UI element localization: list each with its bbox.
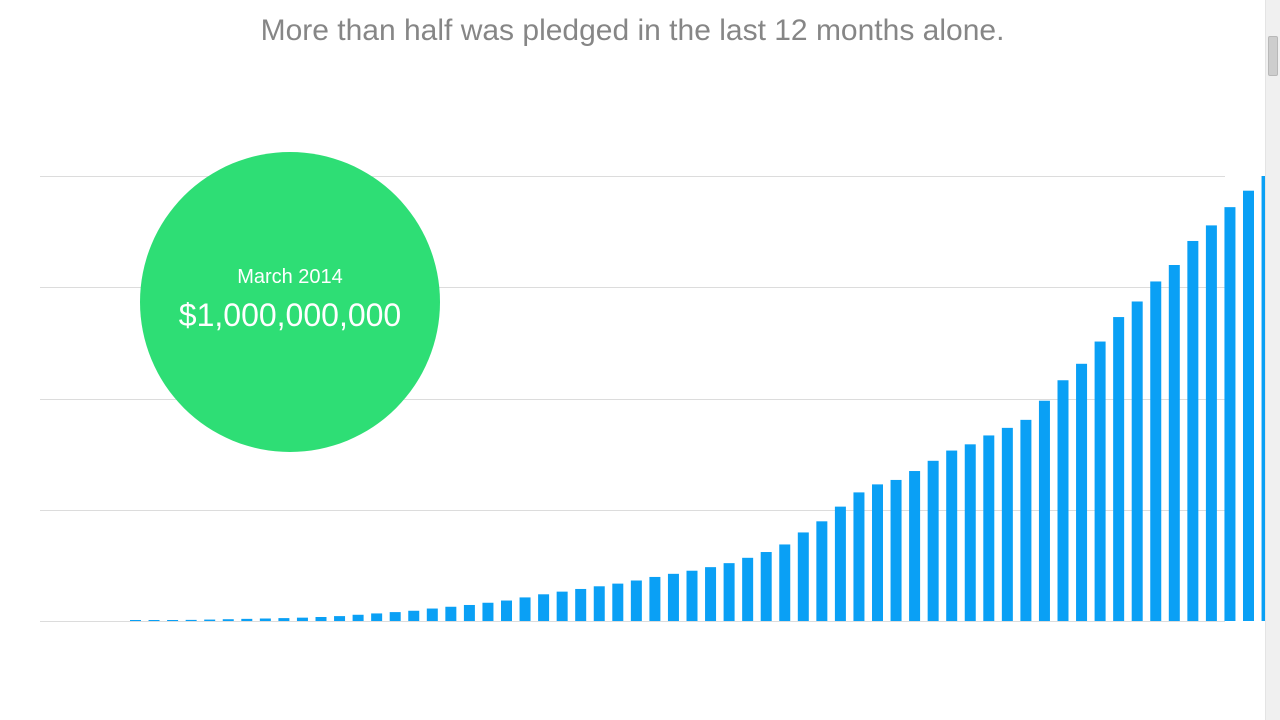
chart-bar bbox=[909, 471, 921, 621]
chart-bar bbox=[760, 552, 772, 621]
chart-bar bbox=[222, 619, 234, 621]
chart-bar bbox=[612, 583, 624, 621]
chart-bar bbox=[371, 613, 383, 621]
chart-bar bbox=[1168, 265, 1180, 621]
chart-bar bbox=[148, 620, 160, 621]
chart-bar bbox=[482, 602, 494, 621]
chart-bar bbox=[463, 604, 475, 621]
chart-bar bbox=[1205, 225, 1217, 621]
chart-bar bbox=[816, 521, 828, 621]
chart-bar bbox=[1020, 419, 1032, 621]
chart-bar bbox=[334, 616, 346, 621]
chart-bar bbox=[872, 484, 883, 621]
chart-bar bbox=[1187, 240, 1199, 621]
chart-bar bbox=[1001, 427, 1013, 621]
chart-bar bbox=[1057, 380, 1069, 621]
chart-bar bbox=[408, 610, 420, 621]
chart-bar bbox=[853, 492, 865, 621]
chart-bar bbox=[834, 506, 846, 621]
chart-bar bbox=[742, 557, 754, 621]
chart-bar bbox=[1243, 190, 1254, 621]
chart-bar bbox=[667, 573, 679, 621]
chart-bar bbox=[946, 450, 958, 621]
vertical-scrollbar[interactable] bbox=[1265, 0, 1280, 720]
chart-bar bbox=[426, 608, 438, 621]
chart-bar bbox=[1038, 400, 1050, 621]
chart-bar bbox=[352, 614, 364, 621]
chart-bar bbox=[445, 606, 457, 621]
chart-bar bbox=[1224, 207, 1236, 621]
chart-bar bbox=[705, 567, 717, 621]
chart-bar bbox=[185, 619, 197, 621]
milestone-bubble: March 2014 $1,000,000,000 bbox=[140, 152, 440, 452]
chart-bar bbox=[501, 600, 512, 621]
chart-bar bbox=[983, 435, 995, 621]
scrollbar-thumb[interactable] bbox=[1268, 36, 1278, 76]
chart-bar bbox=[1261, 176, 1265, 621]
chart-bar bbox=[241, 618, 253, 621]
chart-bar bbox=[927, 460, 939, 621]
chart-bar bbox=[130, 620, 141, 621]
chart-bar bbox=[278, 618, 290, 621]
milestone-amount: $1,000,000,000 bbox=[178, 297, 402, 333]
chart-bar bbox=[630, 580, 642, 621]
chart-bar bbox=[649, 576, 661, 621]
chart-bar bbox=[1076, 363, 1088, 621]
chart-bar bbox=[204, 619, 216, 621]
chart-bar bbox=[686, 570, 698, 621]
chart-bar bbox=[167, 620, 179, 621]
chart-bar bbox=[593, 586, 605, 621]
chart-bar bbox=[779, 544, 791, 621]
chart-bar bbox=[1094, 341, 1106, 621]
chart-bar bbox=[538, 594, 550, 621]
chart-bar bbox=[1150, 281, 1162, 621]
milestone-date: March 2014 bbox=[237, 266, 343, 288]
chart-bar bbox=[575, 588, 587, 621]
chart-bar bbox=[1131, 301, 1143, 621]
chart-bar bbox=[723, 563, 735, 621]
chart-bar bbox=[519, 597, 531, 621]
chart-bar bbox=[797, 532, 809, 621]
chart-bar bbox=[556, 591, 568, 621]
chart-bar bbox=[389, 612, 401, 621]
headline: More than half was pledged in the last 1… bbox=[260, 14, 1005, 47]
chart-bar bbox=[1113, 317, 1125, 621]
chart-bar bbox=[296, 617, 308, 621]
chart-bar bbox=[315, 617, 327, 621]
chart-bar bbox=[259, 618, 271, 621]
chart-bar bbox=[964, 444, 976, 621]
chart-bar bbox=[890, 479, 902, 621]
